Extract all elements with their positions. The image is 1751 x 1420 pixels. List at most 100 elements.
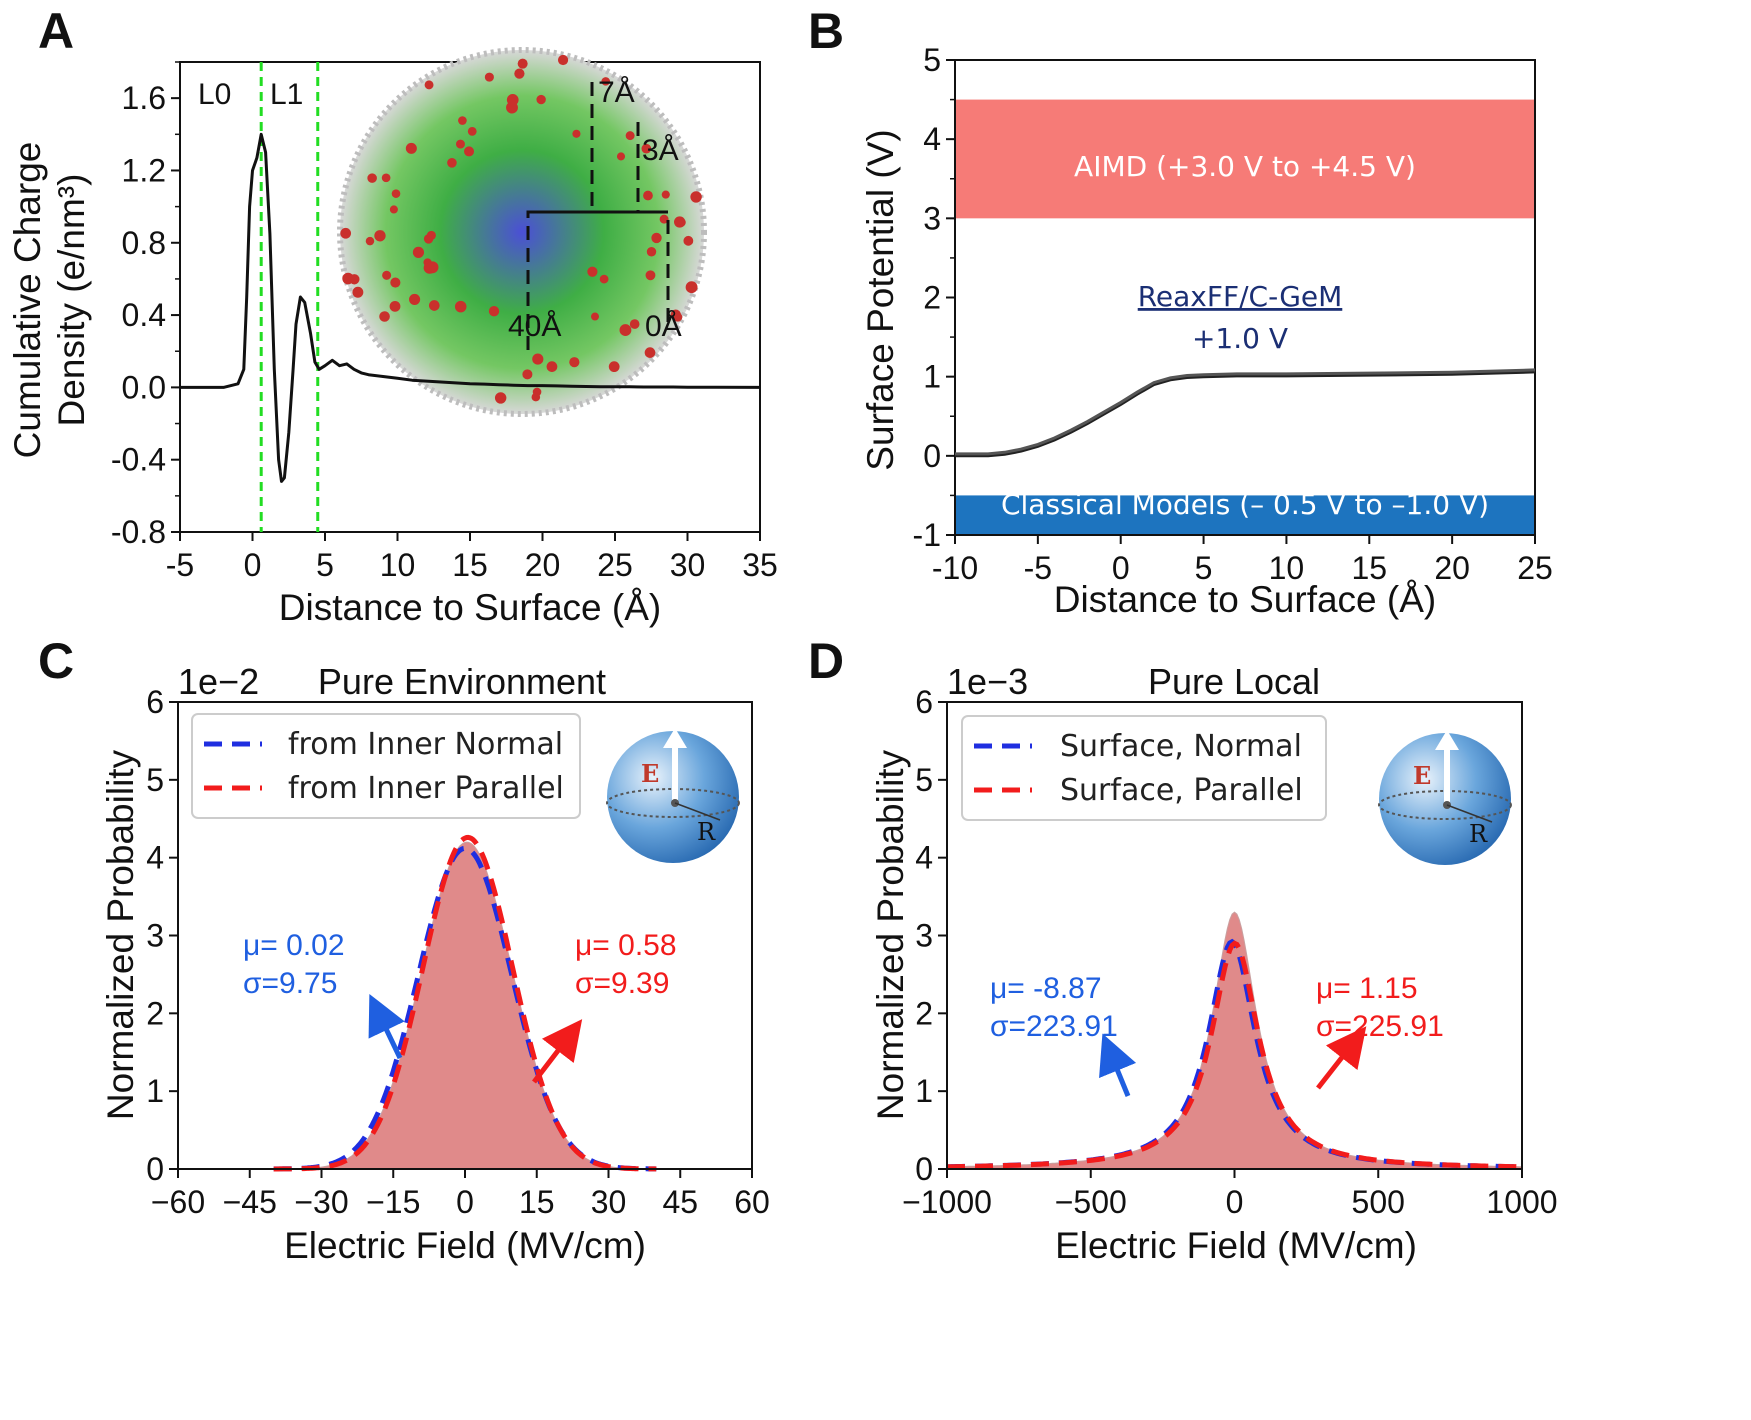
- x-tick-label: 15: [452, 547, 488, 583]
- oxygen-atom: [641, 143, 652, 154]
- reaxff-value: +1.0 V: [1192, 322, 1288, 355]
- y-tick-label: 1: [146, 1073, 164, 1109]
- x-tick-label: 5: [316, 547, 334, 583]
- x-tick-label: −60: [151, 1184, 205, 1220]
- x-axis-label-a: Distance to Surface (Å): [279, 587, 661, 628]
- parallel-fit-line: [946, 940, 1523, 1170]
- y-tick-label: -0.4: [111, 442, 166, 478]
- oxygen-atom: [646, 247, 657, 257]
- x-tick-label: −15: [366, 1184, 420, 1220]
- nanodroplet-image: [337, 47, 707, 417]
- x-tick-labels-a: -5 0 5 10 15 20 25 30 35: [166, 547, 778, 583]
- y-tick-label: 2: [146, 995, 164, 1031]
- oxygen-atom: [464, 146, 475, 157]
- oxygen-atom: [391, 189, 401, 198]
- aimd-band: [955, 99, 1535, 219]
- oxygen-atom: [673, 312, 683, 322]
- inset-label-7a: 7Å: [598, 76, 635, 109]
- oxygen-atom: [661, 190, 670, 199]
- x-tick-label: 30: [670, 547, 706, 583]
- classical-band: [955, 495, 1535, 535]
- stat-mu-parallel-c: μ= 0.58: [575, 929, 677, 962]
- oxygen-atom: [367, 173, 377, 183]
- panel-letter-c: C: [38, 633, 74, 689]
- oxygen-atom: [381, 173, 391, 183]
- chart-title-c: Pure Environment: [318, 661, 606, 702]
- x-tick-labels-b: -10 -5 0 5 10 15 20 25: [932, 550, 1553, 586]
- y-tick-label: 0: [923, 438, 941, 474]
- y-tick-label: 0.0: [122, 369, 166, 405]
- x-tick-label: 0: [1112, 550, 1130, 586]
- oxygen-atom: [643, 190, 653, 201]
- oxygen-atom: [412, 246, 425, 258]
- x-tick-label: 10: [1269, 550, 1305, 586]
- oxygen-atom: [522, 369, 533, 380]
- y-tick-label: 5: [915, 762, 933, 798]
- reaxff-label: ReaxFF/C-GeM: [1138, 280, 1343, 313]
- y-tick-label: 0: [915, 1151, 933, 1187]
- inset-label-40a: 40Å: [508, 310, 561, 343]
- y-tick-label: 6: [915, 684, 933, 720]
- sphere-label-r-d: R: [1469, 820, 1488, 848]
- oxygen-atom: [390, 277, 401, 288]
- x-tick-label: 25: [1517, 550, 1553, 586]
- histogram-fill-c: [297, 841, 643, 1170]
- arrow-normal-d: [1099, 1033, 1137, 1097]
- inset-label-0a: 0Å: [645, 310, 682, 343]
- region-label-l0: L0: [198, 78, 231, 111]
- oxygen-atom: [531, 392, 541, 402]
- oxygen-atom: [389, 205, 398, 214]
- oxygen-atom: [409, 293, 421, 305]
- histogram-area: [297, 841, 643, 1170]
- legend-item-parallel-c: from Inner Parallel: [288, 771, 564, 806]
- oxygen-atom: [494, 392, 507, 404]
- oxygen-atom: [651, 232, 662, 244]
- panel-b: B AIMD (+3.0 V to +4.5 V) Classical Mode…: [808, 3, 1553, 620]
- oxygen-atom: [389, 300, 401, 312]
- oxygen-atom: [572, 129, 581, 138]
- y-tick-label: 4: [915, 840, 933, 876]
- stat-sigma-normal-c: σ=9.75: [243, 967, 337, 1000]
- legend-box-c: [191, 713, 581, 819]
- oxygen-atom: [484, 72, 494, 82]
- y-tick-label: 5: [146, 762, 164, 798]
- x-tick-label: 25: [597, 547, 633, 583]
- fit-curves-c: [273, 834, 657, 1172]
- oxygen-atom: [557, 54, 569, 66]
- x-tick-label: 30: [591, 1184, 627, 1220]
- x-tick-label: 0: [244, 547, 262, 583]
- x-tick-label: −45: [223, 1184, 277, 1220]
- region-label-l1: L1: [270, 78, 303, 111]
- y-tick-label: 3: [923, 200, 941, 236]
- oxygen-atom: [447, 158, 457, 168]
- oxygen-atom: [625, 131, 635, 141]
- y-axis-label-b: Surface Potential (V): [860, 129, 901, 470]
- x-tick-label: 35: [742, 547, 778, 583]
- oxygen-atom: [423, 234, 434, 244]
- y-axis-label-a-line1: Cumulative Charge: [7, 142, 48, 459]
- panel-c: C 1e−2 Pure Environment from Inner Norma…: [38, 633, 770, 1266]
- y-tick-label: 3: [146, 918, 164, 954]
- oxygen-atom: [424, 80, 434, 90]
- oxygen-atom: [382, 270, 392, 280]
- oxygen-atom: [428, 300, 440, 311]
- panel-letter-a: A: [38, 3, 74, 59]
- y-tick-label: 5: [923, 42, 941, 78]
- x-tick-label: 15: [1351, 550, 1387, 586]
- x-tick-label: -10: [932, 550, 978, 586]
- x-tick-label: 0: [456, 1184, 474, 1220]
- oxygen-atom: [458, 116, 467, 125]
- sphere-field-icon: [606, 728, 740, 863]
- stat-sigma-parallel-c: σ=9.39: [575, 967, 669, 1000]
- oxygen-atom: [677, 218, 686, 227]
- x-tick-labels-d: −1000 −500 0 500 1000: [902, 1184, 1558, 1220]
- arrow-parallel-c: [532, 1019, 583, 1084]
- x-tick-label: 20: [525, 547, 561, 583]
- oxygen-atom: [374, 230, 386, 242]
- y-tick-label: 1.2: [122, 152, 166, 188]
- x-tick-label: 0: [1226, 1184, 1244, 1220]
- x-tick-label: 10: [380, 547, 416, 583]
- x-tick-label: 500: [1352, 1184, 1405, 1220]
- oxygen-atom: [405, 142, 417, 154]
- y-tick-label: -0.8: [111, 514, 166, 550]
